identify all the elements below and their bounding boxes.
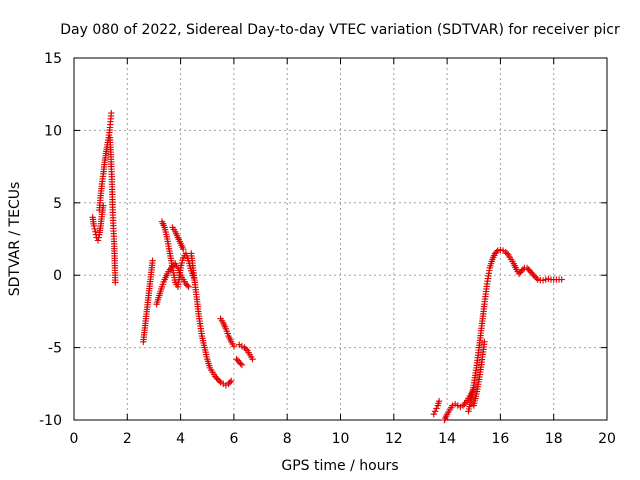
chart-title: Day 080 of 2022, Sidereal Day-to-day VTE…: [60, 22, 620, 38]
data-point: [112, 279, 119, 286]
x-tick-label: 6: [229, 431, 238, 447]
data-point: [216, 377, 223, 385]
data-point: [433, 405, 440, 412]
x-tick-label: 18: [545, 431, 563, 447]
data-point: [558, 276, 565, 283]
x-tick-label: 14: [438, 431, 456, 447]
data-point: [503, 250, 511, 257]
data-point: [249, 355, 256, 363]
data-point: [237, 360, 244, 367]
data-point: [238, 361, 246, 369]
data-point: [180, 245, 187, 253]
data-point: [493, 248, 500, 256]
data-point: [435, 397, 443, 405]
y-axis-label: SDTVAR / TECUs: [7, 182, 23, 297]
data-point: [242, 345, 250, 353]
y-tick-label: 10: [44, 123, 62, 139]
data-point: [533, 274, 540, 282]
y-tick-label: 5: [53, 196, 62, 212]
data-point: [431, 408, 439, 415]
data-point: [108, 109, 115, 117]
x-tick-label: 16: [491, 431, 509, 447]
data-point: [94, 237, 102, 244]
data-point: [95, 234, 102, 241]
y-tick-label: 15: [44, 51, 62, 67]
data-points: [89, 109, 565, 424]
data-point: [226, 379, 234, 386]
x-tick-label: 4: [176, 431, 185, 447]
data-point: [91, 225, 98, 233]
y-tick-label: -10: [39, 413, 62, 429]
axis-ticks: 0 2 4 6 8 10 12 14 16 18 20 -10 -5 0 5 10 15: [39, 51, 616, 447]
plot-frame: [73, 57, 608, 421]
data-point: [230, 342, 238, 350]
data-point: [149, 257, 156, 264]
y-tick-label: 0: [53, 268, 62, 284]
data-point: [90, 222, 98, 230]
data-point: [92, 228, 99, 235]
x-tick-label: 20: [598, 431, 616, 447]
data-point: [228, 377, 235, 385]
data-point: [481, 338, 488, 346]
data-point: [461, 400, 468, 408]
y-tick-label: -5: [48, 341, 62, 357]
data-point: [430, 411, 437, 418]
gridlines: [74, 58, 607, 420]
x-axis-label: GPS time / hours: [281, 458, 398, 474]
data-point: [184, 282, 191, 289]
x-tick-label: 8: [283, 431, 292, 447]
x-tick-label: 2: [123, 431, 132, 447]
x-tick-label: 0: [70, 431, 79, 447]
x-tick-label: 12: [385, 431, 403, 447]
x-tick-label: 10: [332, 431, 350, 447]
data-point: [185, 283, 192, 290]
